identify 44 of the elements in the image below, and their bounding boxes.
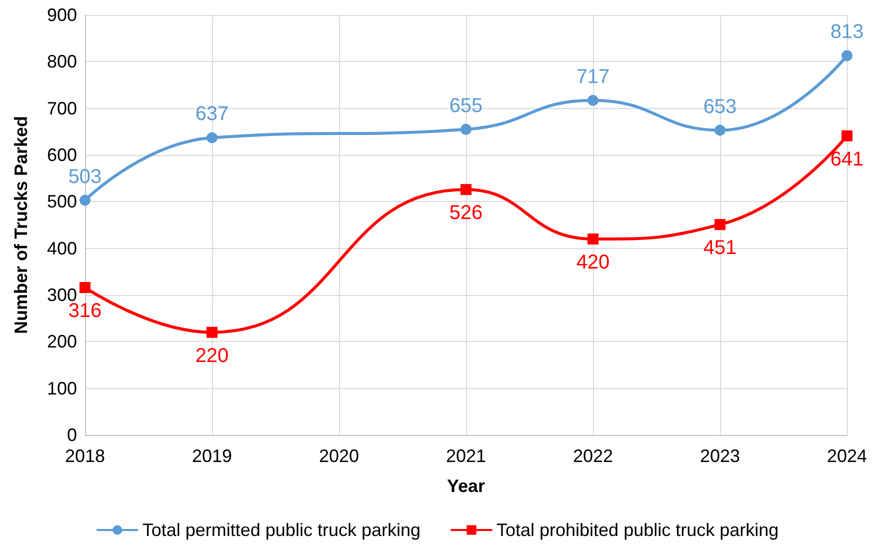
x-tick-label: 2022 xyxy=(572,446,614,466)
data-label: 653 xyxy=(703,96,737,118)
y-tick-label: 100 xyxy=(46,378,77,398)
y-tick-label: 400 xyxy=(46,238,77,258)
x-axis-title: Year xyxy=(446,476,486,496)
point xyxy=(460,184,472,196)
data-label: 637 xyxy=(195,103,229,126)
data-label: 503 xyxy=(68,166,102,188)
data-label: 420 xyxy=(576,252,610,274)
point xyxy=(588,94,598,106)
data-label: 220 xyxy=(195,344,229,367)
y-tick-label: 700 xyxy=(46,98,77,118)
y-axis-title: Number of Trucks Parked xyxy=(11,116,31,334)
y-tick-label: 200 xyxy=(46,332,77,352)
point xyxy=(842,130,852,142)
data-label: 813 xyxy=(830,21,864,44)
x-tick-label: 2023 xyxy=(700,446,740,466)
point xyxy=(714,219,726,230)
x-tick-label: 2024 xyxy=(826,446,868,466)
data-label: 717 xyxy=(576,66,610,88)
x-tick-label: 2021 xyxy=(446,446,486,466)
data-label: 526 xyxy=(449,202,483,224)
data-label: 451 xyxy=(703,237,737,260)
data-label: 641 xyxy=(830,148,864,170)
x-tick-label: 2019 xyxy=(192,446,232,466)
point xyxy=(80,194,90,206)
x-tick-label: 2018 xyxy=(64,446,106,466)
y-tick-label: 800 xyxy=(46,52,77,72)
x-tick-label: 2020 xyxy=(318,446,360,466)
y-tick-label: 900 xyxy=(46,5,77,25)
point xyxy=(206,132,218,144)
y-tick-label: 0 xyxy=(66,425,77,445)
y-tick-label: 600 xyxy=(46,145,77,165)
point xyxy=(842,50,852,62)
point xyxy=(460,124,472,135)
point xyxy=(714,124,726,136)
y-tick-label: 500 xyxy=(46,192,77,212)
point xyxy=(588,234,598,244)
legend-label: Total permitted public truck parking xyxy=(142,520,420,540)
point xyxy=(206,326,218,338)
data-label: 655 xyxy=(449,94,483,117)
legend-label: Total prohibited public truck parking xyxy=(496,520,779,540)
data-label: 316 xyxy=(68,300,102,322)
point xyxy=(80,282,90,294)
